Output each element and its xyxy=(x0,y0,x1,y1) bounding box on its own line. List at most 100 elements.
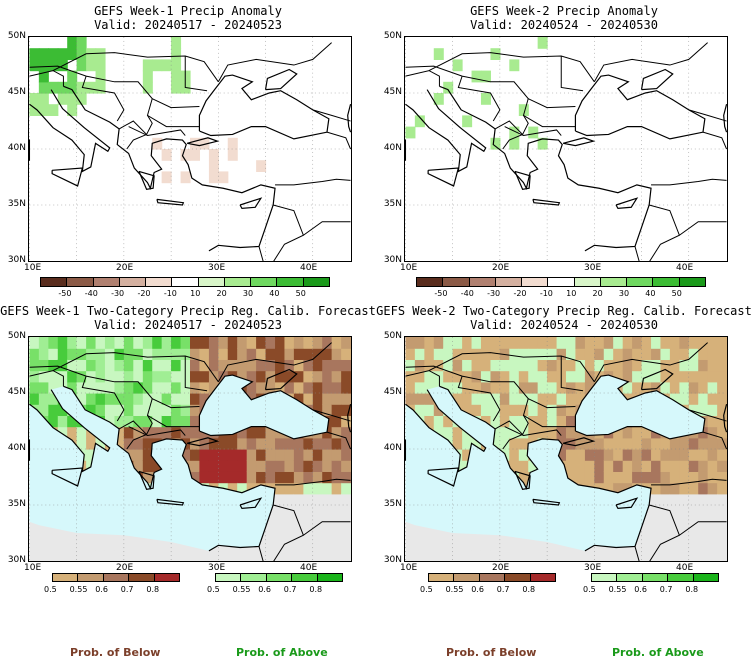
grid-cell xyxy=(566,549,577,561)
colorbar-tick-label: -30 xyxy=(487,289,501,298)
grid-cell xyxy=(651,471,662,484)
grid-cell xyxy=(312,449,323,461)
grid-cell xyxy=(594,359,605,372)
country-border xyxy=(326,431,351,450)
grid-cell xyxy=(237,460,248,472)
grid-cell xyxy=(443,81,454,94)
grid-cell xyxy=(190,549,201,561)
country-border xyxy=(326,131,351,150)
grid-cell xyxy=(133,393,144,405)
grid-cell xyxy=(303,449,314,461)
country-border xyxy=(494,420,524,450)
lat-label: 40N xyxy=(383,443,402,453)
grid-cell xyxy=(556,337,567,349)
grid-cell xyxy=(575,437,586,450)
grid-cell xyxy=(698,493,709,506)
grid-cell xyxy=(584,359,595,372)
coastline xyxy=(640,68,674,91)
country-border xyxy=(273,504,305,561)
colorbar-tick-label: 0.7 xyxy=(496,585,510,594)
grid-cell xyxy=(171,59,182,72)
coastline xyxy=(198,74,330,140)
grid-cell xyxy=(303,538,314,551)
grid-cell xyxy=(528,370,539,383)
colorbar-swatch xyxy=(495,278,523,286)
grid-cell xyxy=(688,348,699,360)
colorbar-tick-label: 0.7 xyxy=(659,585,673,594)
grid-cell xyxy=(275,460,286,472)
coastline xyxy=(723,404,727,433)
grid-cell xyxy=(717,393,727,405)
grid-cell xyxy=(556,426,567,439)
grid-cell xyxy=(651,505,662,517)
grid-cell xyxy=(246,471,257,484)
map-canvas xyxy=(405,37,727,261)
grid-cell xyxy=(104,404,115,416)
coastline xyxy=(51,467,84,487)
grid-cell xyxy=(547,538,558,551)
grid-cell xyxy=(312,482,323,495)
grid-cell xyxy=(190,471,201,484)
grid-cell xyxy=(717,381,727,394)
grid-cell xyxy=(471,370,482,383)
grid-cell xyxy=(688,527,699,540)
grid-cell xyxy=(218,359,229,372)
grid-cell xyxy=(679,460,690,472)
grid-cell xyxy=(331,505,342,517)
grid-cell xyxy=(67,359,78,372)
colorbar-tick-label: -30 xyxy=(111,289,125,298)
lat-label: 45N xyxy=(383,87,402,97)
grid-cell xyxy=(218,460,229,472)
grid-cell xyxy=(275,337,286,349)
grid-cell xyxy=(490,48,501,60)
grid-cell xyxy=(57,370,68,383)
twocat-map xyxy=(28,336,352,562)
grid-cell xyxy=(518,549,529,561)
grid-cell xyxy=(322,404,333,416)
grid-cell xyxy=(452,393,463,405)
grid-cell xyxy=(660,348,671,360)
grid-cell xyxy=(133,549,144,561)
prob-above-colorbar xyxy=(215,573,343,582)
grid-cell xyxy=(622,359,633,372)
grid-cell xyxy=(237,359,248,372)
grid-cell xyxy=(584,370,595,383)
grid-cell xyxy=(341,337,351,349)
lon-label: 40E xyxy=(300,563,318,573)
grid-cell xyxy=(651,437,662,450)
grid-cell xyxy=(698,471,709,484)
grid-cell xyxy=(331,426,342,439)
grid-cell xyxy=(312,538,323,551)
country-border xyxy=(128,126,186,137)
grid-cell xyxy=(161,337,172,349)
country-border xyxy=(184,56,208,92)
coastline xyxy=(615,497,639,509)
grid-cell xyxy=(707,471,718,484)
grid-cell xyxy=(641,449,652,461)
grid-cell xyxy=(265,527,276,540)
grid-cell xyxy=(275,359,286,372)
grid-cell xyxy=(67,527,78,540)
grid-cell xyxy=(584,337,595,349)
country-border xyxy=(29,370,64,387)
grid-cell xyxy=(114,415,125,428)
grid-cell xyxy=(237,437,248,450)
grid-cell xyxy=(86,48,97,60)
grid-cell xyxy=(566,449,577,461)
grid-cell xyxy=(284,449,295,461)
grid-cell xyxy=(641,549,652,561)
grid-cell xyxy=(669,527,680,540)
grid-cell xyxy=(161,59,172,72)
grid-cell xyxy=(152,426,163,439)
grid-cell xyxy=(698,505,709,517)
grid-cell xyxy=(603,460,614,472)
grid-cell xyxy=(594,337,605,349)
country-border xyxy=(29,65,200,128)
coastline xyxy=(439,85,652,252)
grid-cell xyxy=(575,359,586,372)
country-border xyxy=(118,120,148,150)
grid-cell xyxy=(312,516,323,528)
grid-cell xyxy=(29,48,40,60)
grid-cell xyxy=(104,538,115,551)
grid-cell xyxy=(171,359,182,372)
